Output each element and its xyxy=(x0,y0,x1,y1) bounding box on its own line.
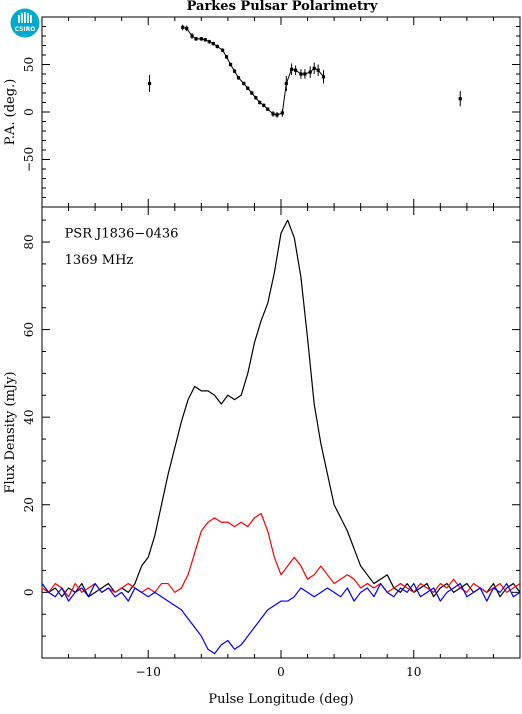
pa-point xyxy=(312,66,316,70)
pa-point xyxy=(232,69,237,73)
profile-lines xyxy=(41,219,521,655)
pa-axis-label: P.A. (deg.) xyxy=(3,79,18,146)
longitude-axis-label: Pulse Longitude (deg) xyxy=(208,692,353,707)
profile-y-tick-label: 20 xyxy=(22,497,36,512)
circular-intensity-line xyxy=(41,582,521,655)
pa-point xyxy=(181,25,185,30)
pa-point xyxy=(284,81,288,86)
logo-text: CSIRO xyxy=(15,26,36,33)
pa-point xyxy=(194,37,198,41)
pa-point xyxy=(258,100,262,105)
pa-point xyxy=(321,75,326,79)
total-intensity-line xyxy=(41,219,521,598)
pa-point xyxy=(199,37,203,41)
pa-point xyxy=(203,38,207,42)
pa-points xyxy=(147,24,462,118)
pa-point xyxy=(290,67,294,71)
pa-point xyxy=(236,76,241,80)
pa-point xyxy=(275,113,279,117)
pa-point xyxy=(280,111,284,115)
profile-x-tick-label: 0 xyxy=(277,665,285,679)
pa-y-tick-label: −50 xyxy=(22,147,36,172)
flux-axis-label: Flux Density (mJy) xyxy=(3,371,18,493)
pa-point xyxy=(147,81,152,86)
profile-y-tick-label: 40 xyxy=(22,410,36,425)
csiro-logo: CSIRO xyxy=(10,8,40,38)
frequency-annotation: 1369 MHz xyxy=(65,253,134,268)
pa-point xyxy=(224,55,229,59)
pa-point xyxy=(308,70,312,74)
pa-point xyxy=(242,81,246,86)
pa-point xyxy=(211,42,215,46)
pa-point xyxy=(271,112,275,116)
pa-y-tick-label: 50 xyxy=(22,57,36,72)
profile-y-tick-label: 60 xyxy=(22,322,36,337)
csiro-logo-icon: CSIRO xyxy=(10,8,40,38)
pa-point xyxy=(254,96,258,100)
pa-point xyxy=(220,48,225,52)
profile-y-tick-label: 80 xyxy=(22,234,36,249)
pa-ticks xyxy=(41,17,521,207)
chart-title: Parkes Pulsar Polarimetry xyxy=(187,0,378,14)
pa-point xyxy=(185,26,189,30)
pa-point xyxy=(294,68,298,72)
pa-point xyxy=(207,40,211,44)
pa-point xyxy=(262,103,266,107)
profile-panel: −10 0 10 0 20 40 60 80 Flux Density (mJy) Pulse… xyxy=(3,206,521,707)
profile-x-tick-label: −10 xyxy=(136,665,161,679)
pa-point xyxy=(215,44,219,49)
pa-point xyxy=(250,91,254,95)
pa-tick-labels: −50 0 50 xyxy=(22,57,36,172)
profile-y-tick-label: 0 xyxy=(22,589,36,597)
pa-panel: −50 0 50 P.A. (deg.) xyxy=(3,16,521,208)
pa-point xyxy=(266,107,270,111)
pa-point xyxy=(228,62,233,67)
profile-ticks xyxy=(41,207,521,658)
linear-intensity-line xyxy=(41,512,521,598)
pa-point xyxy=(246,86,250,90)
pa-point xyxy=(303,72,307,76)
pulsar-name-annotation: PSR J1836−0436 xyxy=(65,227,179,242)
pa-point xyxy=(316,68,320,72)
pa-point xyxy=(299,72,303,76)
pa-y-tick-label: 0 xyxy=(22,108,36,116)
pa-point xyxy=(458,97,462,101)
pa-point xyxy=(190,34,194,38)
profile-tick-labels: −10 0 10 0 20 40 60 80 xyxy=(22,234,421,679)
profile-x-tick-label: 10 xyxy=(406,665,421,679)
